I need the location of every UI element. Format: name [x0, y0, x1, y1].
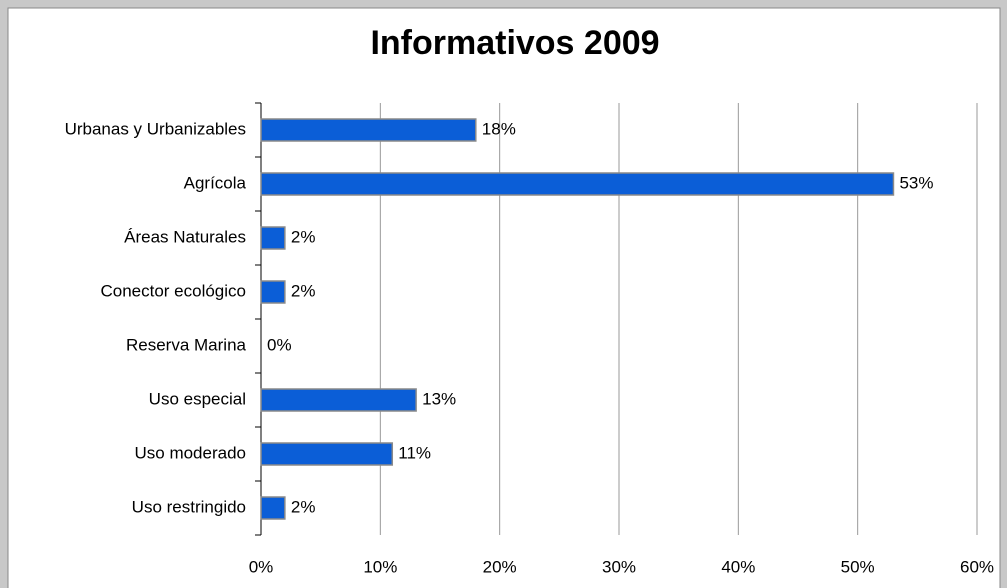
chart-area	[7, 7, 1001, 588]
data-label: 2%	[291, 227, 316, 246]
data-label: 2%	[291, 281, 316, 300]
bar	[260, 118, 477, 142]
bar	[260, 172, 895, 196]
data-label: 2%	[291, 497, 316, 516]
y-tick-label: Uso especial	[149, 389, 246, 408]
x-tick-label: 40%	[721, 557, 755, 576]
x-tick-label: 60%	[960, 557, 994, 576]
y-tick-label: Uso moderado	[134, 443, 246, 462]
y-tick-label: Áreas Naturales	[124, 227, 246, 246]
y-tick-label: Urbanas y Urbanizables	[65, 119, 246, 138]
bar	[260, 226, 286, 250]
y-tick-label: Uso restringido	[132, 497, 246, 516]
bar	[260, 496, 286, 520]
data-label: 53%	[899, 173, 933, 192]
x-tick-label: 50%	[841, 557, 875, 576]
y-tick-label: Conector ecológico	[100, 281, 246, 300]
data-label: 11%	[398, 443, 431, 462]
x-tick-label: 0%	[249, 557, 274, 576]
data-label: 0%	[267, 335, 292, 354]
x-tick-label: 10%	[363, 557, 397, 576]
x-tick-label: 20%	[483, 557, 517, 576]
x-tick-label: 30%	[602, 557, 636, 576]
bar	[260, 388, 417, 412]
y-tick-label: Agrícola	[184, 173, 247, 192]
y-tick-label: Reserva Marina	[126, 335, 247, 354]
data-label: 13%	[422, 389, 456, 408]
bar	[260, 280, 286, 304]
data-label: 18%	[482, 119, 516, 138]
bar	[260, 442, 394, 466]
chart-title: Informativos 2009	[370, 24, 659, 62]
